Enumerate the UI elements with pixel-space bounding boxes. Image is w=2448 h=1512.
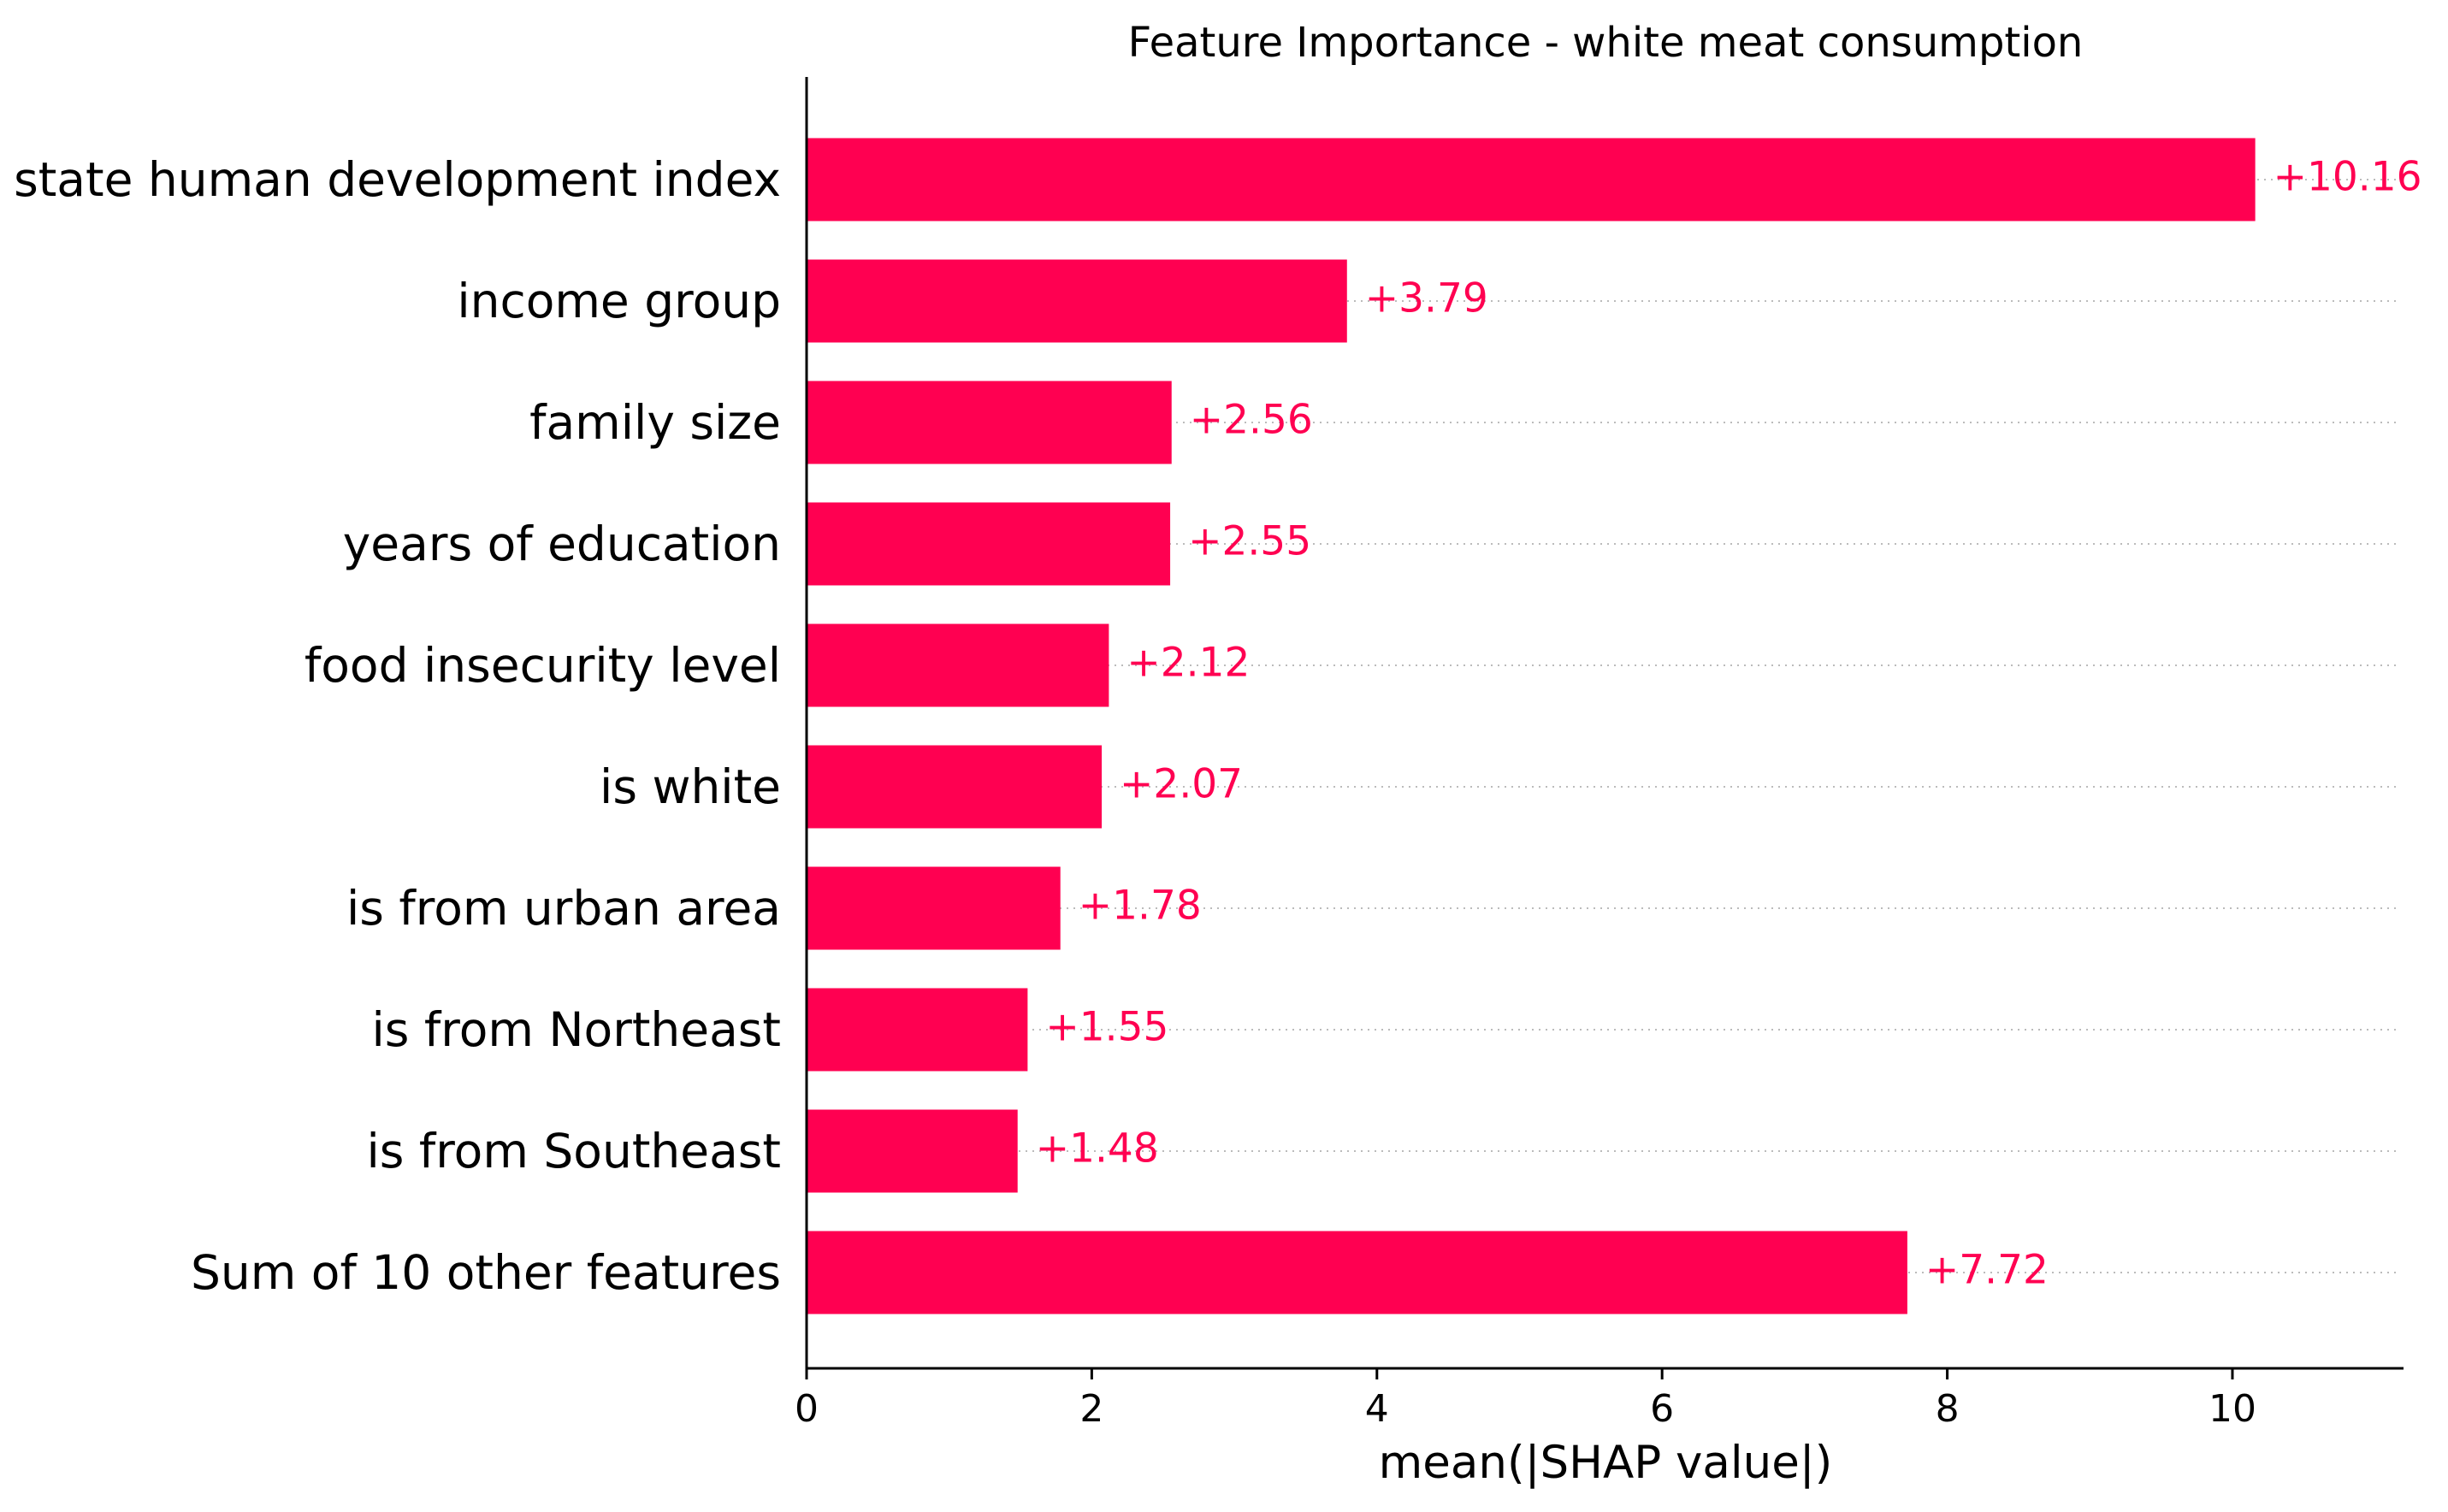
- value-label: +2.12: [1126, 640, 1250, 687]
- x-tick-label: 2: [1079, 1387, 1103, 1431]
- category-label: income group: [457, 274, 781, 328]
- category-label: is from Southeast: [367, 1124, 782, 1178]
- bar: [807, 381, 1172, 464]
- dotted-guides: [807, 179, 2399, 1273]
- category-label: food insecurity level: [305, 638, 781, 693]
- value-label: +1.55: [1045, 1004, 1168, 1051]
- bar: [807, 988, 1028, 1072]
- x-axis-ticks: 0 2 4 6 8 10: [795, 1368, 2256, 1431]
- category-label: is white: [600, 759, 781, 814]
- bar: [807, 259, 1347, 343]
- category-label: state human development index: [14, 152, 781, 207]
- bar: [807, 745, 1103, 829]
- category-label: is from urban area: [346, 881, 781, 936]
- bar: [807, 623, 1109, 707]
- value-label: +2.56: [1190, 397, 1313, 444]
- value-label: +2.07: [1120, 761, 1243, 808]
- value-label: +7.72: [1925, 1247, 2049, 1294]
- x-tick-label: 4: [1365, 1387, 1389, 1431]
- value-label: +1.48: [1036, 1125, 1159, 1172]
- bars: [807, 138, 2256, 1314]
- bar: [807, 866, 1061, 950]
- value-labels: +10.16 +3.79 +2.56 +2.55 +2.12 +2.07 +1.78 +1.5…: [1036, 154, 2422, 1294]
- category-labels: state human development index income grou…: [14, 152, 781, 1300]
- value-label: +2.55: [1188, 518, 1311, 565]
- x-tick-label: 8: [1936, 1387, 1960, 1431]
- bar: [807, 1109, 1018, 1193]
- value-label: +3.79: [1365, 275, 1488, 322]
- category-label: years of education: [343, 517, 781, 571]
- x-tick-label: 6: [1650, 1387, 1674, 1431]
- bar: [807, 1231, 1907, 1314]
- x-tick-label: 10: [2209, 1387, 2256, 1431]
- value-label: +1.78: [1079, 883, 1202, 930]
- x-axis-label: mean(|SHAP value|): [1379, 1437, 1833, 1489]
- category-label: Sum of 10 other features: [191, 1245, 781, 1300]
- x-tick-label: 0: [795, 1387, 819, 1431]
- chart-title: Feature Importance - white meat consumpt…: [1128, 19, 2084, 67]
- bar: [807, 138, 2256, 221]
- category-label: family size: [529, 395, 781, 450]
- bar: [807, 502, 1171, 586]
- category-label: is from Northeast: [372, 1002, 781, 1057]
- value-label: +10.16: [2274, 154, 2422, 201]
